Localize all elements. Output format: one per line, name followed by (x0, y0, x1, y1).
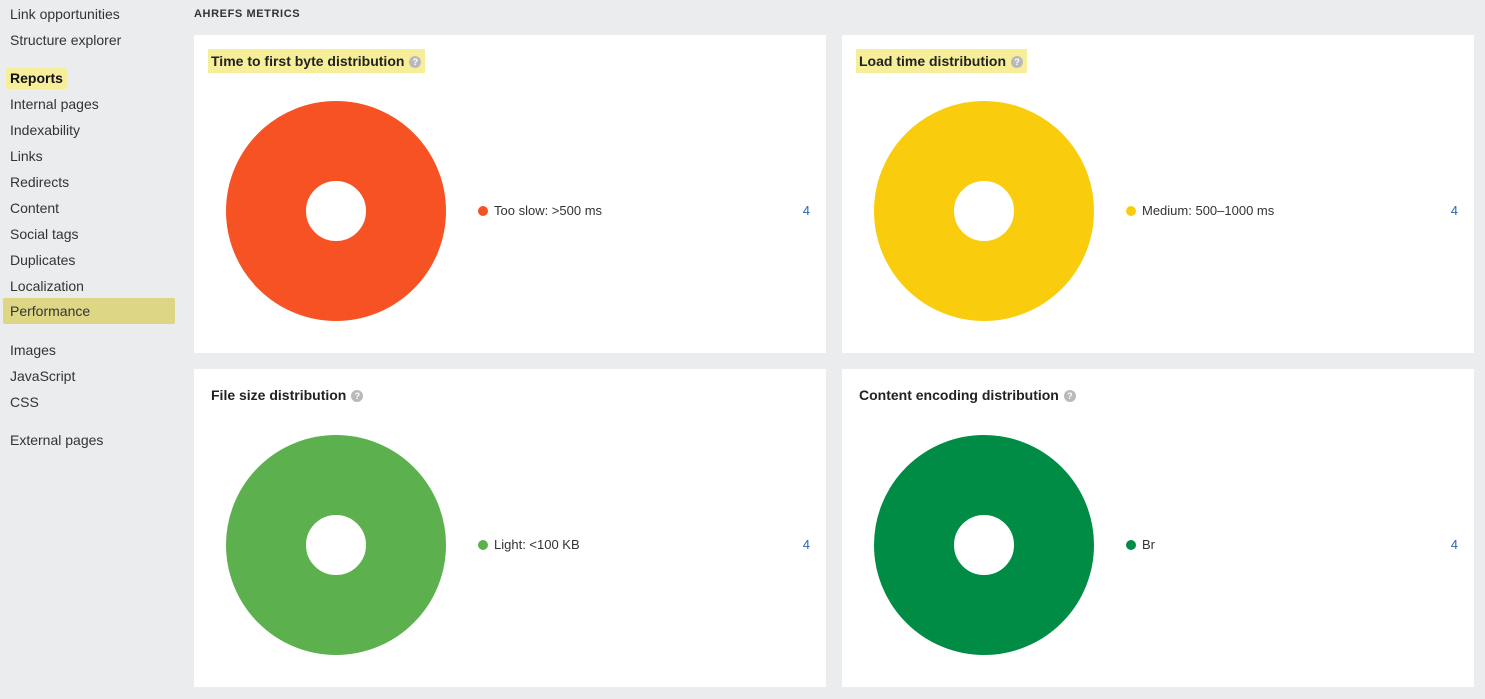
sidebar-item-social-tags[interactable]: Social tags (10, 226, 79, 242)
help-icon[interactable]: ? (351, 390, 364, 402)
card-title-text: Time to first byte distribution (211, 53, 405, 69)
help-icon[interactable]: ? (1063, 390, 1076, 402)
sidebar-item-indexability[interactable]: Indexability (10, 122, 81, 138)
donut-chart (874, 435, 1094, 655)
legend-dot (1126, 540, 1136, 550)
sidebar-item-redirects[interactable]: Redirects (10, 174, 70, 190)
donut-chart (226, 101, 446, 321)
legend-count-link[interactable]: 4 (1450, 203, 1458, 218)
legend-item[interactable]: Light: <100 KB (478, 537, 580, 553)
sidebar-item-images[interactable]: Images (10, 342, 56, 358)
legend-dot (1126, 206, 1136, 216)
legend-count-link[interactable]: 4 (802, 537, 810, 552)
legend-label: Medium: 500–1000 ms (1142, 203, 1275, 218)
pie-slice-light[interactable] (226, 435, 446, 655)
help-icon[interactable]: ? (409, 56, 422, 68)
legend-dot (478, 206, 488, 216)
file-size-distribution-card: File size distribution? Light: <100 KB 4 (194, 369, 826, 687)
legend-item[interactable]: Br (1126, 537, 1155, 553)
content-encoding-distribution-card: Content encoding distribution? Br 4 (842, 369, 1474, 687)
sidebar-item-javascript[interactable]: JavaScript (10, 368, 76, 384)
sidebar: Link opportunities Structure explorer Re… (0, 0, 186, 699)
legend-label: Br (1142, 537, 1155, 552)
legend-label: Too slow: >500 ms (494, 203, 603, 218)
sidebar-item-css[interactable]: CSS (10, 394, 39, 410)
pie-slice-medium[interactable] (874, 101, 1094, 321)
donut-chart (226, 435, 446, 655)
load-time-distribution-card: Load time distribution? Medium: 500–1000… (842, 35, 1474, 353)
sidebar-item-link-opportunities[interactable]: Link opportunities (10, 6, 120, 22)
sidebar-item-external-pages[interactable]: External pages (10, 432, 104, 448)
card-title: Load time distribution? (856, 49, 1027, 73)
card-title-text: File size distribution (211, 387, 347, 403)
legend-item[interactable]: Medium: 500–1000 ms (1126, 203, 1274, 219)
card-title-text: Content encoding distribution (859, 387, 1059, 403)
sidebar-item-localization[interactable]: Localization (10, 278, 84, 294)
legend-item[interactable]: Too slow: >500 ms (478, 203, 602, 219)
help-icon[interactable]: ? (1011, 56, 1023, 68)
card-title: Time to first byte distribution? (208, 49, 426, 73)
donut-chart (874, 101, 1094, 321)
ttfb-distribution-card: Time to first byte distribution? Too slo… (194, 35, 826, 353)
card-title: File size distribution? (208, 383, 367, 407)
legend-dot (478, 540, 488, 550)
sidebar-item-links[interactable]: Links (10, 148, 43, 164)
legend-count-link[interactable]: 4 (802, 203, 810, 218)
pie-slice-br[interactable] (874, 435, 1094, 655)
sidebar-item-structure-explorer[interactable]: Structure explorer (10, 32, 122, 48)
sidebar-group-reports: Reports (6, 68, 67, 89)
sidebar-item-duplicates[interactable]: Duplicates (10, 252, 76, 268)
pie-slice-too-slow[interactable] (226, 101, 446, 321)
sidebar-item-performance[interactable]: Performance (3, 298, 175, 324)
legend-count-link[interactable]: 4 (1450, 537, 1458, 552)
card-title-text: Load time distribution (859, 53, 1006, 69)
sidebar-item-internal-pages[interactable]: Internal pages (10, 96, 99, 112)
card-title: Content encoding distribution? (856, 383, 1080, 407)
legend-label: Light: <100 KB (494, 537, 580, 552)
sidebar-item-content[interactable]: Content (10, 200, 60, 216)
section-label: AHREFS METRICS (194, 8, 301, 20)
